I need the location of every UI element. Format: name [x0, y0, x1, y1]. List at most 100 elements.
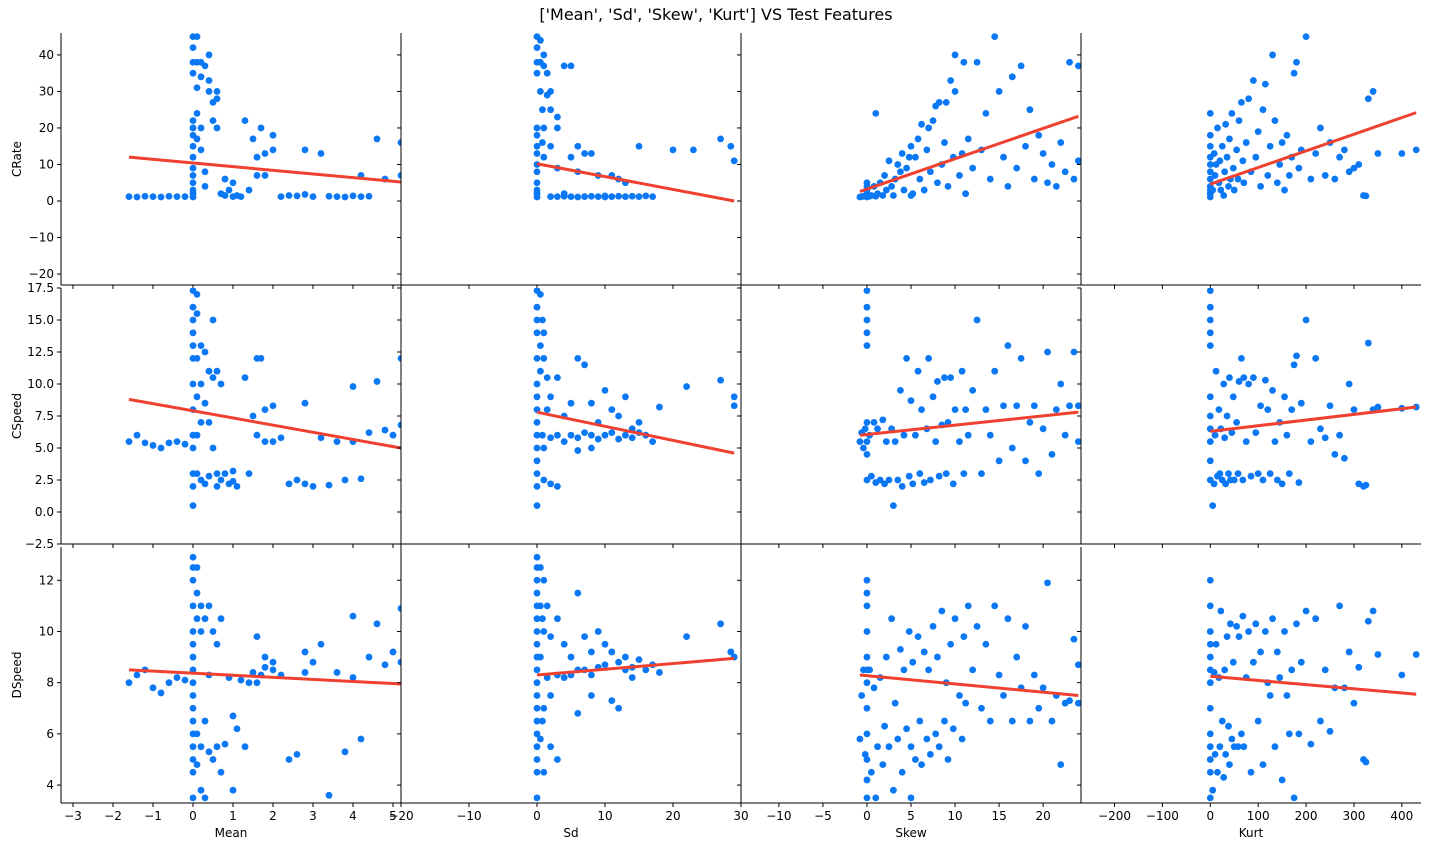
- data-point: [649, 438, 656, 445]
- data-point: [1242, 139, 1250, 146]
- data-point: [133, 671, 141, 679]
- data-point: [588, 648, 595, 656]
- y-tick-label: 8: [46, 676, 54, 690]
- y-tick-label: 12: [39, 573, 54, 587]
- data-point: [301, 648, 309, 656]
- points-group: [125, 33, 401, 201]
- data-point: [920, 648, 928, 656]
- data-point: [213, 640, 221, 648]
- data-point: [193, 615, 201, 623]
- data-point: [547, 743, 554, 751]
- points-group: [856, 33, 1081, 201]
- data-point: [197, 380, 205, 388]
- data-point: [381, 661, 389, 669]
- data-point: [567, 653, 575, 661]
- data-point: [588, 692, 595, 699]
- data-point: [373, 378, 381, 385]
- data-point: [891, 699, 899, 707]
- data-point: [863, 776, 871, 784]
- data-point: [1261, 80, 1269, 88]
- data-point: [1008, 444, 1016, 452]
- data-point: [1238, 98, 1245, 106]
- data-point: [1297, 658, 1305, 666]
- data-point: [533, 502, 541, 509]
- data-point: [189, 186, 197, 194]
- y-tick-label: 6: [46, 727, 54, 741]
- data-point: [537, 602, 544, 610]
- data-point: [201, 348, 209, 356]
- data-point: [1355, 663, 1363, 671]
- data-point: [1226, 761, 1233, 768]
- data-point: [1247, 768, 1255, 776]
- data-point: [213, 124, 221, 132]
- data-point: [1039, 425, 1047, 433]
- data-point: [201, 182, 209, 190]
- data-point: [934, 179, 941, 187]
- data-point: [540, 628, 548, 635]
- data-point: [213, 95, 221, 103]
- x-tick-label: 100: [1247, 809, 1270, 823]
- data-point: [863, 419, 871, 426]
- data-point: [189, 483, 197, 490]
- data-point: [1013, 402, 1021, 410]
- data-point: [533, 628, 541, 635]
- x-tick-label: 1: [229, 809, 237, 823]
- data-point: [683, 633, 690, 640]
- data-point: [1226, 135, 1233, 143]
- data-point: [554, 756, 561, 763]
- data-point: [397, 172, 401, 179]
- data-point: [897, 646, 904, 653]
- data-point: [956, 438, 963, 445]
- data-point: [1206, 131, 1214, 139]
- data-point: [533, 355, 541, 362]
- data-point: [213, 743, 221, 751]
- data-point: [1228, 109, 1236, 117]
- data-point: [916, 470, 924, 477]
- data-point: [635, 419, 643, 426]
- data-point: [560, 438, 568, 445]
- y-tick-label: 5.0: [35, 441, 54, 455]
- data-point: [960, 470, 968, 477]
- data-point: [533, 615, 541, 623]
- regression-line: [128, 397, 401, 450]
- data-point: [1278, 776, 1286, 784]
- data-point: [533, 589, 541, 597]
- data-point: [253, 153, 261, 161]
- data-point: [533, 124, 541, 132]
- data-point: [229, 786, 237, 794]
- data-point: [193, 730, 201, 738]
- data-point: [209, 316, 217, 324]
- data-point: [690, 146, 697, 154]
- y-tick-label: 0.0: [35, 505, 54, 519]
- data-point: [125, 438, 133, 445]
- data-point: [301, 480, 309, 488]
- data-point: [1206, 602, 1214, 610]
- data-point: [189, 142, 197, 150]
- data-point: [1234, 470, 1242, 477]
- data-point: [1355, 161, 1363, 168]
- data-point: [213, 470, 221, 477]
- data-point: [635, 656, 643, 664]
- data-point: [193, 355, 201, 362]
- data-point: [193, 761, 201, 768]
- data-point: [540, 704, 548, 712]
- data-point: [149, 193, 157, 201]
- data-point: [608, 648, 616, 656]
- data-point: [1206, 329, 1214, 337]
- data-point: [397, 605, 401, 612]
- data-point: [941, 374, 948, 381]
- data-point: [229, 179, 237, 187]
- data-point: [628, 434, 636, 442]
- data-point: [1070, 348, 1078, 356]
- data-point: [1074, 62, 1081, 70]
- data-point: [912, 431, 919, 439]
- data-point: [872, 109, 880, 117]
- data-point: [1206, 142, 1214, 150]
- data-point: [560, 192, 568, 200]
- data-point: [1039, 150, 1047, 157]
- data-point: [1229, 393, 1237, 401]
- x-tick-label: 10: [597, 809, 612, 823]
- data-point: [233, 483, 241, 490]
- data-point: [1225, 470, 1232, 477]
- data-point: [333, 193, 341, 201]
